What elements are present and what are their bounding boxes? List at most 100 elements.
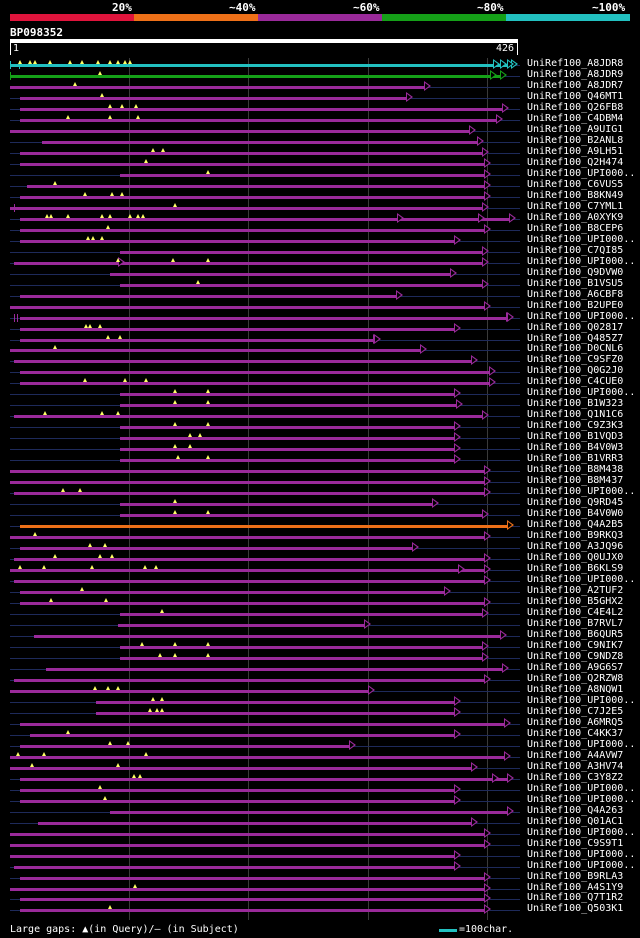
hit-label[interactable]: UniRef100_B1VSU5 <box>527 277 624 289</box>
hit-label[interactable]: UniRef100_A2TUF2 <box>527 585 624 597</box>
hit-label[interactable]: UniRef100_B5GHX2 <box>527 596 624 608</box>
hit-label[interactable]: UniRef100_Q7T1R2 <box>527 892 624 904</box>
alignment-row[interactable]: UniRef100_A9UIG1 <box>0 123 640 136</box>
alignment-row[interactable]: UniRef100_D0CNL6 <box>0 343 640 355</box>
hit-label[interactable]: UniRef100_C4DBM4 <box>527 112 624 124</box>
hit-label[interactable]: UniRef100_A8JDR8 <box>527 58 624 69</box>
alignment-row[interactable]: UniRef100_Q7T1R2 <box>0 892 640 904</box>
alignment-row[interactable]: UniRef100_C6VUS5 <box>0 178 640 191</box>
alignment-row[interactable]: UniRef100_B5GHX2 <box>0 596 640 608</box>
hit-label[interactable]: UniRef100_B8M437 <box>527 475 624 487</box>
alignment-row[interactable]: UniRef100_A8NQW1 <box>0 684 640 696</box>
hit-label[interactable]: UniRef100_Q2RZW8 <box>527 672 624 684</box>
alignment-row[interactable]: UniRef100_A6CBF8 <box>0 288 640 301</box>
alignment-row[interactable]: UniRef100_B8M438 <box>0 464 640 476</box>
hit-label[interactable]: UniRef100_C4E4L2 <box>527 607 624 618</box>
alignment-row[interactable]: UniRef100_B6QUR5 <box>0 629 640 641</box>
hit-label[interactable]: UniRef100_C7J2E5 <box>527 705 624 717</box>
hit-label[interactable]: UniRef100_UPI000.. <box>527 255 636 267</box>
alignment-row[interactable]: UniRef100_C7QI85 <box>0 244 640 257</box>
alignment-row[interactable]: UniRef100_C9Z3K3 <box>0 420 640 432</box>
hit-label[interactable]: UniRef100_C3Y8Z2 <box>527 771 624 783</box>
hit-label[interactable]: UniRef100_A0XYK9 <box>527 211 624 223</box>
alignment-row[interactable]: UniRef100_C7J2E5 <box>0 705 640 718</box>
hit-label[interactable]: UniRef100_Q4A2B5 <box>527 519 624 531</box>
hit-label[interactable]: UniRef100_B9RKQ3 <box>527 530 624 542</box>
hit-label[interactable]: UniRef100_A6MRQ5 <box>527 716 624 728</box>
hit-label[interactable]: UniRef100_B8M438 <box>527 464 624 476</box>
hit-label[interactable]: UniRef100_Q02817 <box>527 321 624 333</box>
alignment-row[interactable]: UniRef100_C4KK37 <box>0 728 640 740</box>
hit-label[interactable]: UniRef100_Q9RD45 <box>527 497 624 509</box>
alignment-row[interactable]: UniRef100_C9NIK7 <box>0 640 640 652</box>
alignment-row[interactable]: UniRef100_B8CEP6 <box>0 222 640 235</box>
alignment-row[interactable]: UniRef100_UPI000.. <box>0 860 640 872</box>
alignment-row[interactable]: UniRef100_A8JDR7 <box>0 80 640 92</box>
hit-label[interactable]: UniRef100_B7RVL7 <box>527 617 624 629</box>
alignment-row[interactable]: UniRef100_C7YML1 <box>0 201 640 213</box>
alignment-row[interactable]: UniRef100_Q26FB8 <box>0 101 640 114</box>
hit-label[interactable]: UniRef100_C9Z3K3 <box>527 420 624 432</box>
alignment-row[interactable]: UniRef100_A8JDR8 <box>0 58 640 70</box>
hit-label[interactable]: UniRef100_B2UPE0 <box>527 299 624 311</box>
hit-label[interactable]: UniRef100_UPI000.. <box>527 848 636 860</box>
alignment-row[interactable]: UniRef100_Q9RD45 <box>0 497 640 509</box>
hit-label[interactable]: UniRef100_A3JQ96 <box>527 541 624 553</box>
alignment-row[interactable]: UniRef100_B4V0W3 <box>0 442 640 454</box>
alignment-row[interactable]: UniRef100_C4CUE0 <box>0 376 640 388</box>
hit-label[interactable]: UniRef100_A6CBF8 <box>527 288 624 300</box>
hit-label[interactable]: UniRef100_UPI000.. <box>527 738 636 750</box>
hit-label[interactable]: UniRef100_A8JDR9 <box>527 68 624 80</box>
hit-label[interactable]: UniRef100_Q0G2J0 <box>527 365 624 377</box>
alignment-row[interactable]: UniRef100_UPI000.. <box>0 255 640 268</box>
hit-label[interactable]: UniRef100_A3HV74 <box>527 760 624 772</box>
alignment-row[interactable]: UniRef100_A3HV74 <box>0 760 640 773</box>
hit-label[interactable]: UniRef100_B4V0W0 <box>527 508 624 520</box>
hit-label[interactable]: UniRef100_Q503K1 <box>527 903 624 915</box>
alignment-row[interactable]: UniRef100_A6MRQ5 <box>0 716 640 729</box>
hit-label[interactable]: UniRef100_C7QI85 <box>527 244 624 256</box>
alignment-row[interactable]: UniRef100_C9NDZ8 <box>0 651 640 663</box>
alignment-row[interactable]: UniRef100_A3JQ96 <box>0 541 640 553</box>
alignment-row[interactable]: UniRef100_C4DBM4 <box>0 112 640 125</box>
alignment-row[interactable]: UniRef100_Q46MT1 <box>0 91 640 103</box>
hit-label[interactable]: UniRef100_B8CEP6 <box>527 222 624 234</box>
hit-label[interactable]: UniRef100_UPI000.. <box>527 387 636 399</box>
alignment-row[interactable]: UniRef100_A2TUF2 <box>0 585 640 597</box>
hit-label[interactable]: UniRef100_UPI000.. <box>527 574 636 586</box>
alignment-row[interactable]: UniRef100_Q4A2B5 <box>0 519 640 531</box>
hit-label[interactable]: UniRef100_C9SFZ0 <box>527 354 624 366</box>
alignment-row[interactable]: UniRef100_A8JDR9 <box>0 68 640 81</box>
hit-label[interactable]: UniRef100_UPI000.. <box>527 694 636 706</box>
hit-label[interactable]: UniRef100_B1W323 <box>527 398 624 410</box>
hit-label[interactable]: UniRef100_B2ANL8 <box>527 134 624 146</box>
hit-label[interactable]: UniRef100_Q0UJX0 <box>527 552 624 564</box>
hit-label[interactable]: UniRef100_Q26FB8 <box>527 101 624 113</box>
alignment-row[interactable]: UniRef100_UPI000.. <box>0 574 640 586</box>
hit-label[interactable]: UniRef100_UPI000.. <box>527 793 636 805</box>
hit-label[interactable]: UniRef100_UPI000.. <box>527 167 636 179</box>
alignment-row[interactable]: UniRef100_B1VSU5 <box>0 277 640 290</box>
alignment-row[interactable]: UniRef100_A9LH51 <box>0 145 640 158</box>
alignment-row[interactable]: UniRef100_B8M437 <box>0 475 640 487</box>
hit-label[interactable]: UniRef100_Q9DVW0 <box>527 266 624 278</box>
hit-label[interactable]: UniRef100_A9UIG1 <box>527 123 624 135</box>
hit-label[interactable]: UniRef100_C9S9T1 <box>527 837 624 849</box>
hit-label[interactable]: UniRef100_A4S1Y9 <box>527 881 624 893</box>
alignment-row[interactable]: UniRef100_C3Y8Z2 <box>0 771 640 784</box>
hit-label[interactable]: UniRef100_UPI000.. <box>527 310 636 322</box>
hit-label[interactable]: UniRef100_B9RLA3 <box>527 870 624 882</box>
alignment-row[interactable]: UniRef100_B7RVL7 <box>0 617 640 630</box>
hit-label[interactable]: UniRef100_UPI000.. <box>527 826 636 838</box>
alignment-row[interactable]: UniRef100_Q2RZW8 <box>0 672 640 685</box>
hit-label[interactable]: UniRef100_C6VUS5 <box>527 178 624 190</box>
hit-label[interactable]: UniRef100_B6KLS9 <box>527 563 624 575</box>
alignment-row[interactable]: UniRef100_Q02817 <box>0 321 640 334</box>
alignment-row[interactable]: UniRef100_C9S9T1 <box>0 837 640 850</box>
hit-label[interactable]: UniRef100_A9LH51 <box>527 145 624 157</box>
hit-label[interactable]: UniRef100_B1VRR3 <box>527 453 624 465</box>
alignment-row[interactable]: UniRef100_Q0G2J0 <box>0 365 640 377</box>
alignment-row[interactable]: UniRef100_UPI000.. <box>0 167 640 180</box>
alignment-row[interactable]: UniRef100_B9RKQ3 <box>0 530 640 542</box>
alignment-row[interactable]: UniRef100_Q503K1 <box>0 903 640 915</box>
